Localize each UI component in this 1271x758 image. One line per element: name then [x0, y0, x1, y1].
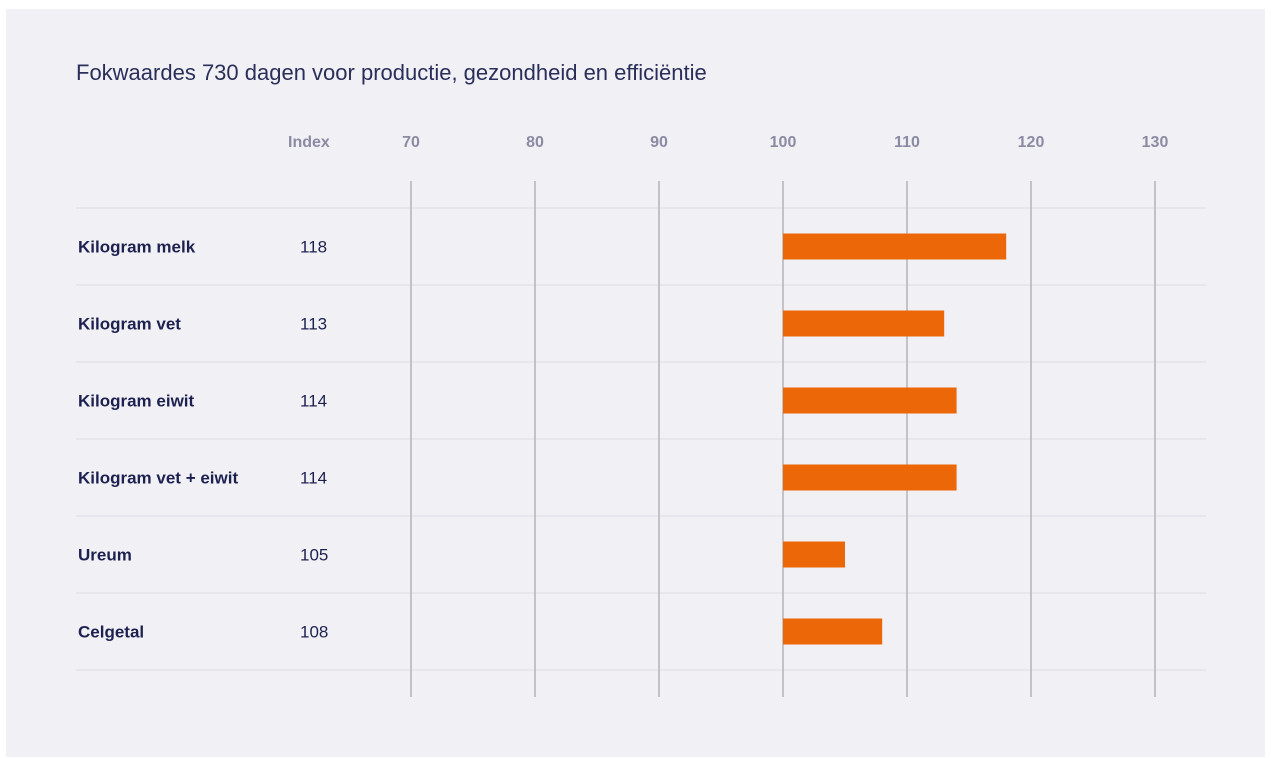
- bar: [783, 387, 957, 414]
- table-row: Kilogram eiwit 114: [78, 387, 957, 414]
- chart-panel: Fokwaardes 730 dagen voor productie, gez…: [6, 9, 1265, 757]
- row-label: Kilogram eiwit: [78, 392, 195, 411]
- grid-layer: [76, 181, 1206, 697]
- bar: [783, 541, 845, 568]
- row-label: Kilogram vet: [78, 315, 181, 334]
- tick-label-110: 110: [894, 134, 920, 151]
- bar: [783, 464, 957, 491]
- table-row: Celgetal 108: [78, 618, 883, 645]
- tick-label-100: 100: [770, 134, 797, 151]
- bar-chart: Fokwaardes 730 dagen voor productie, gez…: [76, 60, 1206, 697]
- bar: [783, 310, 945, 337]
- row-index-value: 108: [300, 623, 328, 642]
- row-index-value: 113: [300, 315, 327, 334]
- tick-label-90: 90: [650, 134, 668, 151]
- row-index-value: 114: [300, 392, 327, 411]
- tick-label-130: 130: [1142, 134, 1169, 151]
- bar: [783, 233, 1007, 260]
- tick-labels: 70 80 90 100 110 120 130: [402, 134, 1168, 151]
- tick-label-120: 120: [1018, 134, 1045, 151]
- row-index-value: 114: [300, 469, 327, 488]
- table-row: Kilogram vet 113: [78, 310, 945, 337]
- index-column-header: Index: [288, 134, 330, 151]
- table-row: Kilogram melk 118: [78, 233, 1007, 260]
- row-label: Kilogram vet + eiwit: [78, 469, 238, 488]
- row-label: Ureum: [78, 546, 132, 565]
- tick-label-80: 80: [526, 134, 544, 151]
- row-index-value: 118: [300, 238, 327, 257]
- row-label: Kilogram melk: [78, 238, 196, 257]
- bar: [783, 618, 883, 645]
- chart-title: Fokwaardes 730 dagen voor productie, gez…: [76, 60, 707, 85]
- row-index-value: 105: [300, 546, 328, 565]
- table-row: Ureum 105: [78, 541, 845, 568]
- row-label: Celgetal: [78, 623, 144, 642]
- table-row: Kilogram vet + eiwit 114: [78, 464, 957, 491]
- tick-label-70: 70: [402, 134, 420, 151]
